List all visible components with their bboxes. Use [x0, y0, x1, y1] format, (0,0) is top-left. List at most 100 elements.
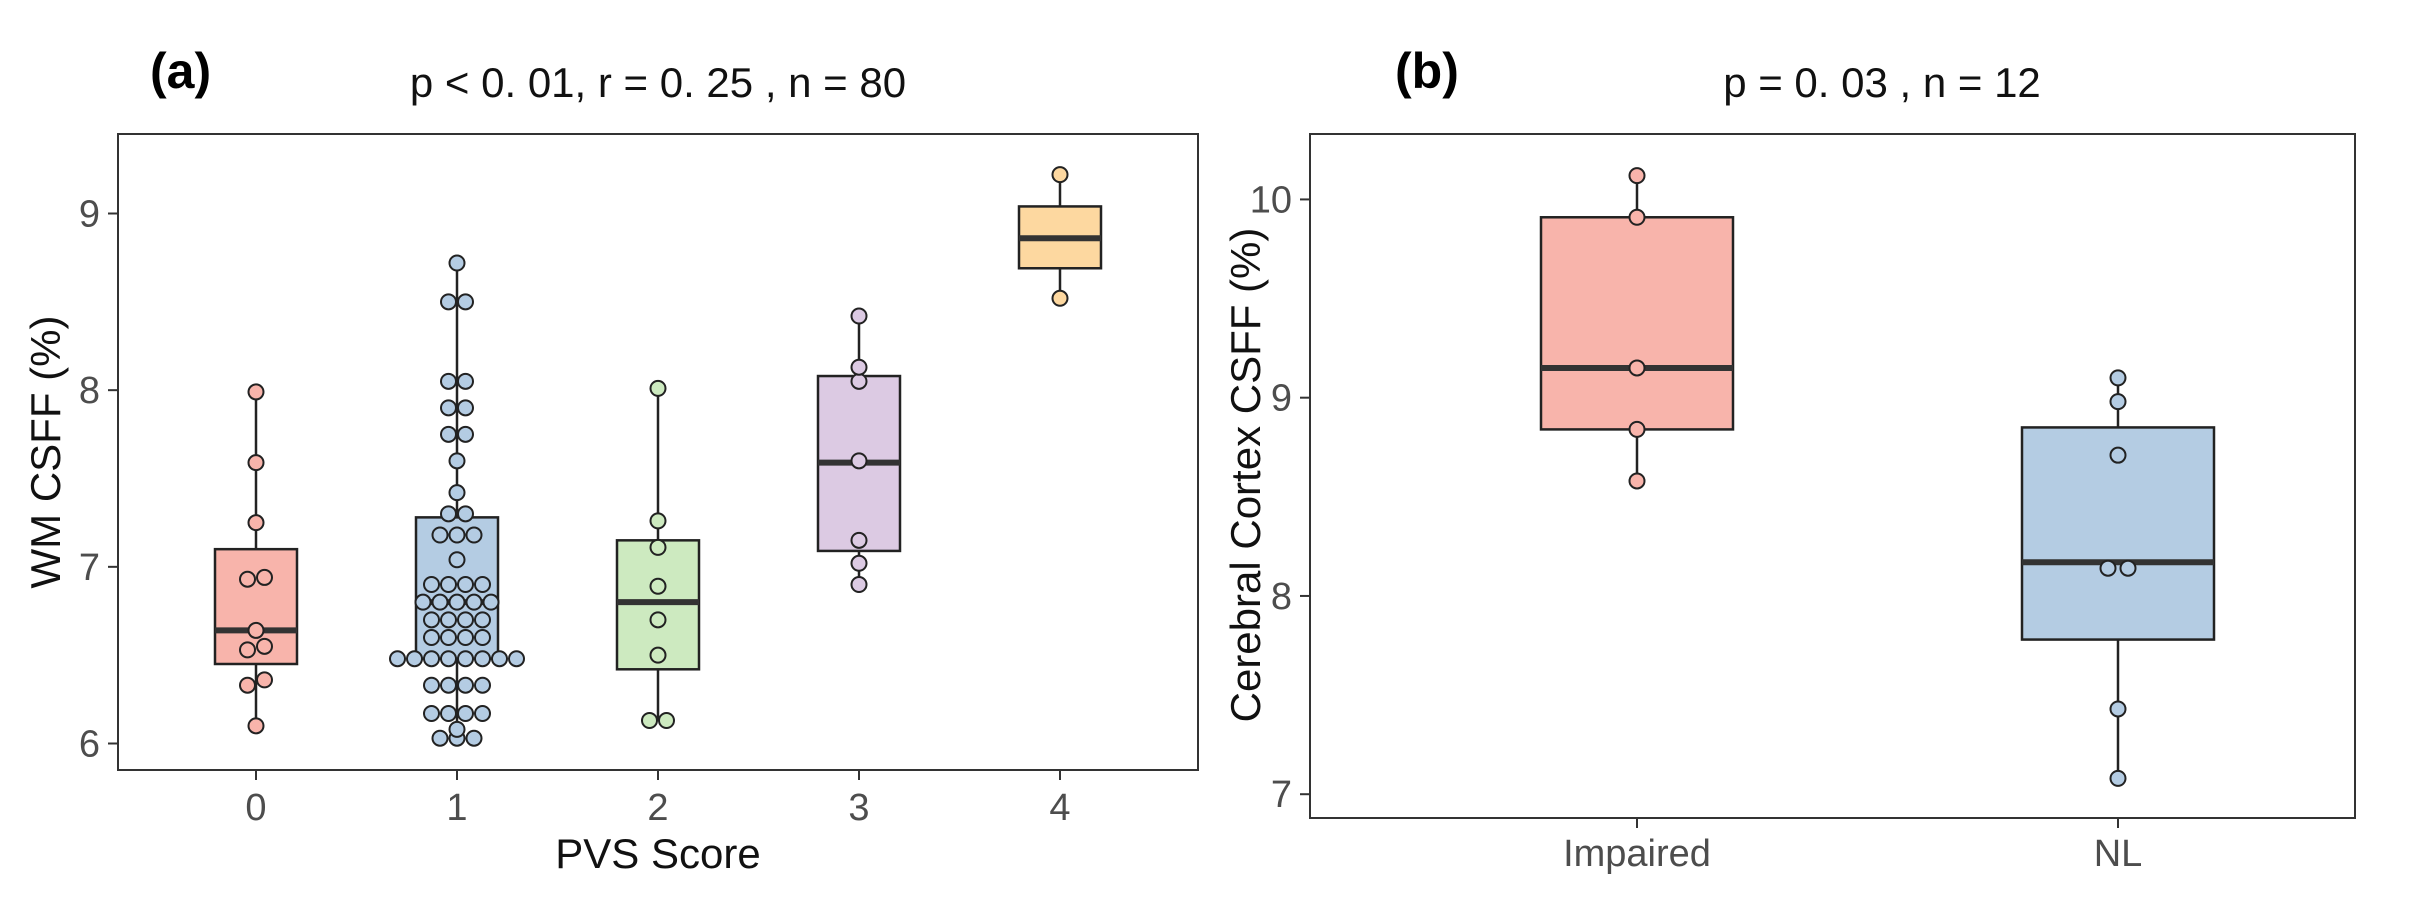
data-point [440, 425, 457, 443]
data-point [440, 650, 457, 668]
data-point [239, 570, 256, 588]
data-point [474, 629, 491, 646]
data-point [448, 526, 466, 544]
x-tick-label: NL [2094, 833, 2143, 875]
data-point [649, 577, 667, 595]
panel-a-x-axis: 0 1 2 3 4 [245, 770, 1071, 829]
data-point [440, 676, 457, 694]
x-tick-label: 1 [446, 787, 467, 829]
data-point [440, 399, 457, 417]
data-point [247, 454, 265, 472]
panel-a-title: p < 0. 01, r = 0. 25 , n = 80 [410, 59, 906, 106]
box-0 [213, 383, 299, 735]
data-point [440, 629, 457, 646]
data-point [850, 452, 868, 470]
data-point [850, 372, 868, 390]
data-point [2109, 369, 2127, 387]
data-point [431, 593, 449, 611]
data-point [1628, 359, 1646, 377]
data-point [649, 379, 667, 397]
data-point [440, 372, 457, 390]
panel-a-x-axis-title: PVS Score [555, 830, 760, 877]
data-point [448, 720, 466, 738]
panel-a-boxes [213, 166, 1103, 747]
y-tick-label: 10 [1250, 179, 1292, 221]
data-point [247, 383, 265, 401]
data-point [448, 254, 466, 272]
data-point [2109, 700, 2127, 718]
data-point [2109, 446, 2127, 464]
data-point [389, 650, 406, 668]
data-point [423, 629, 440, 646]
data-point [423, 650, 440, 668]
data-point [850, 576, 868, 593]
data-point [649, 512, 667, 530]
data-point [239, 676, 256, 694]
data-point [423, 676, 440, 694]
data-point [440, 293, 457, 311]
data-point [649, 538, 667, 556]
data-point [247, 717, 265, 735]
data-point [440, 505, 457, 523]
x-tick-label: Impaired [1563, 833, 1711, 875]
iqr-box [213, 547, 299, 666]
y-tick-label: 7 [1271, 774, 1292, 816]
data-point [247, 514, 265, 532]
x-tick-label: 0 [245, 787, 266, 829]
data-point [440, 611, 457, 629]
data-point [850, 531, 868, 549]
data-point [406, 650, 423, 668]
panel-b-label: (b) [1395, 43, 1459, 99]
box-1 [389, 254, 525, 747]
data-point [448, 551, 466, 569]
data-point [448, 484, 466, 502]
data-point [649, 646, 667, 664]
data-point [2109, 769, 2127, 787]
data-point [457, 629, 474, 646]
panel-b-boxes [1539, 167, 2216, 787]
panel-a: (a) p < 0. 01, r = 0. 25 , n = 80 6 7 8 9 0… [22, 43, 1199, 877]
x-tick-label: 4 [1049, 787, 1070, 829]
data-point [1051, 166, 1069, 184]
panel-b-title: p = 0. 03 , n = 12 [1723, 59, 2041, 106]
data-point [850, 358, 868, 376]
y-tick-label: 8 [79, 370, 100, 412]
data-point [431, 526, 449, 544]
y-tick-label: 9 [79, 194, 100, 236]
data-point [474, 676, 491, 694]
data-point [440, 576, 457, 593]
data-point [239, 641, 256, 659]
data-point [440, 704, 457, 722]
data-point [414, 593, 432, 611]
data-point [431, 729, 449, 747]
data-point [850, 307, 868, 325]
data-point [457, 611, 474, 629]
panel-b-y-axis: 7 8 9 10 [1250, 179, 1310, 816]
data-point [457, 505, 474, 523]
data-point [1628, 472, 1646, 490]
data-point [256, 568, 273, 586]
data-point [465, 729, 483, 747]
data-point [2109, 393, 2127, 411]
data-point [457, 704, 474, 722]
data-point [2099, 559, 2117, 577]
data-point [423, 611, 440, 629]
panel-a-y-axis-title: WM CSFF (%) [22, 316, 69, 589]
y-tick-label: 7 [79, 547, 100, 589]
data-point [256, 637, 273, 655]
data-point [423, 704, 440, 722]
data-point [448, 593, 466, 611]
box-4 [1017, 166, 1103, 307]
box-impaired [1539, 167, 1735, 490]
data-point [457, 293, 474, 311]
data-point [641, 712, 658, 730]
x-tick-label: 2 [647, 787, 668, 829]
data-point [491, 650, 508, 668]
data-point [1628, 167, 1646, 185]
data-point [482, 593, 500, 611]
data-point [423, 576, 440, 593]
data-point [1628, 420, 1646, 438]
data-point [457, 399, 474, 417]
data-point [508, 650, 525, 668]
